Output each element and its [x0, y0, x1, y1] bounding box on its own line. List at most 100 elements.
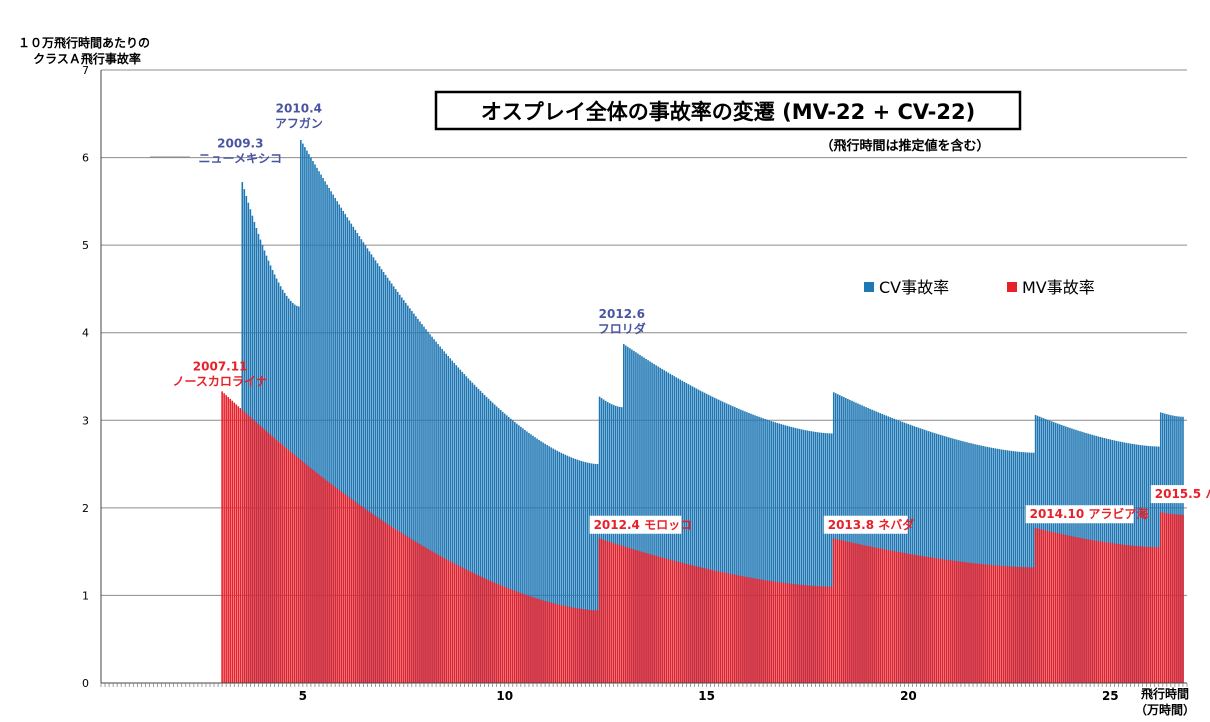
bar-mv [851, 542, 853, 683]
bar-mv [437, 554, 439, 683]
bar-mv [869, 546, 871, 683]
bar-mv [614, 543, 617, 683]
bar-cv [306, 150, 308, 683]
bar-cv [590, 463, 593, 683]
bar-mv [1034, 528, 1037, 683]
bar-cv [461, 371, 464, 683]
bar-mv [766, 580, 768, 683]
bar-cv [879, 413, 881, 683]
annotation-box [1150, 485, 1210, 504]
bar-mv [623, 546, 625, 683]
bar-mv [572, 607, 575, 683]
bar-mv [907, 553, 910, 683]
bar-mv [822, 586, 825, 683]
bar-mv [275, 439, 278, 683]
bar-cv [754, 415, 756, 683]
bar-mv [923, 556, 926, 683]
bar-mv [667, 559, 670, 683]
bar-mv [849, 542, 851, 683]
bar-mv [233, 402, 236, 683]
bar-cv [824, 433, 827, 683]
bar-cv [310, 157, 312, 683]
bar-cv [354, 229, 357, 683]
bar-cv [318, 171, 320, 683]
bar-mv [867, 546, 869, 683]
bar-cv [328, 188, 330, 683]
bar-mv [1002, 565, 1005, 683]
bar-mv [1180, 514, 1182, 683]
bar-mv [1143, 546, 1146, 683]
bar-mv [970, 562, 972, 683]
bar-mv [748, 577, 750, 683]
bar-mv [889, 550, 892, 683]
bar-mv [990, 564, 992, 683]
bar-mv [1008, 566, 1011, 683]
bar-mv [1164, 512, 1166, 683]
bar-mv [1079, 537, 1081, 683]
bar-cv [861, 405, 863, 683]
bar-cv [913, 426, 916, 683]
bar-mv [641, 551, 643, 683]
bar-cv [382, 272, 385, 683]
bar-mv [1161, 512, 1164, 683]
bar-mv [360, 506, 363, 683]
bar-mv [308, 466, 310, 683]
bar-mv [812, 585, 815, 683]
bar-mv [409, 538, 411, 683]
bar-mv [697, 566, 700, 683]
bar-cv [509, 418, 512, 683]
bar-mv [415, 541, 417, 683]
bar-mv [358, 504, 361, 683]
bar-mv [774, 581, 777, 683]
bar-mv [717, 571, 720, 683]
bar-cv [730, 405, 732, 683]
bar-mv [251, 418, 254, 683]
bar-mv [505, 587, 508, 683]
bar-cv [336, 201, 338, 684]
bar-mv [950, 560, 952, 683]
bar-mv [863, 545, 865, 683]
bar-mv [481, 577, 484, 683]
bar-mv [405, 535, 407, 683]
bar-cv [477, 388, 480, 683]
bar-mv [1115, 543, 1118, 683]
bar-mv [1000, 565, 1003, 683]
bar-mv [243, 411, 246, 683]
bar-mv [875, 547, 877, 683]
bar-cv [320, 174, 322, 683]
bar-mv [1178, 514, 1180, 683]
bar-mv [681, 562, 684, 683]
bar-mv [1139, 546, 1142, 683]
bar-cv [707, 394, 710, 683]
bar-mv [455, 564, 458, 683]
bar-cv [875, 411, 877, 683]
bar-mv [673, 560, 676, 683]
bar-mv [344, 494, 347, 683]
bar-mv [715, 571, 718, 683]
bar-mv [740, 575, 742, 683]
y-tick-label: 0 [82, 677, 89, 690]
bar-cv [586, 462, 589, 683]
bar-mv [762, 579, 764, 683]
bar-cv [931, 432, 934, 683]
bars [221, 140, 1184, 684]
bar-cv [909, 424, 912, 683]
bar-mv [786, 583, 789, 683]
bar-mv [453, 563, 456, 683]
bar-mv [261, 427, 264, 683]
bar-cv [742, 410, 744, 683]
bar-mv [298, 458, 300, 683]
bar-cv [881, 413, 883, 683]
bar-cv [925, 430, 928, 683]
bar-mv [348, 497, 351, 683]
bar-mv [1010, 566, 1013, 683]
y-axis-label-line1: １０万飛行時間あたりの [18, 35, 150, 50]
bar-mv [861, 544, 863, 683]
bar-cv [774, 422, 777, 683]
bar-mv [675, 561, 678, 683]
bar-mv [582, 609, 585, 683]
bar-cv [582, 461, 585, 683]
bar-mv [1042, 529, 1045, 683]
bar-mv [608, 541, 611, 683]
bar-mv [1105, 542, 1108, 683]
